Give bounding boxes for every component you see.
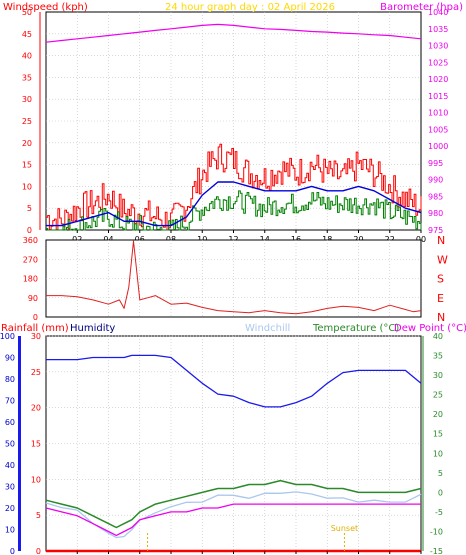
humidity-tick-label: 30: [5, 483, 15, 492]
dewpoint-axis-title: Dew Point (°C): [394, 323, 466, 334]
temperature-plot: Sunset: [45, 354, 422, 553]
rainfall-tick-label: 0: [36, 547, 41, 555]
rainfall-tick-label: 15: [31, 440, 41, 449]
compass-label: W: [437, 253, 448, 266]
humidity-line: [46, 354, 422, 408]
temperature-tick-label: 20: [433, 410, 443, 419]
humidity-tick-label: 40: [5, 461, 15, 470]
barometer-tick-label: 1010: [428, 109, 448, 118]
direction-tick-label: 90: [28, 294, 38, 303]
wind-plot: [45, 23, 422, 231]
humidity-tick-label: 70: [5, 397, 15, 406]
temperature-tick-label: 0: [438, 488, 443, 497]
barometer-tick-label: 995: [428, 159, 443, 168]
direction-plot: [46, 240, 422, 315]
barometer-tick-label: 975: [428, 226, 443, 235]
humidity-axis-bar: [18, 336, 21, 551]
temperature-tick-labels: 0102030405060708090100051015202530-15-10…: [0, 332, 443, 555]
chart-title: 24 hour graph day : 02 April 2026: [165, 2, 335, 13]
wind-direction-line: [46, 240, 422, 315]
barometer-tick-label: 1035: [428, 25, 448, 34]
barometer-tick-label: 1000: [428, 142, 448, 151]
compass-label: N: [437, 234, 445, 247]
wind-average-line: [46, 181, 422, 227]
windspeed-tick-label: 40: [22, 52, 32, 61]
humidity-axis-title: Humidity: [70, 323, 115, 334]
rainfall-tick-label: 30: [31, 332, 41, 341]
humidity-tick-label: 50: [5, 440, 15, 449]
windspeed-tick-label: 0: [27, 226, 32, 235]
windspeed-axis-title: Windspeed (kph): [3, 2, 88, 13]
windchill-legend: Windchill: [245, 323, 290, 334]
humidity-tick-label: 60: [5, 418, 15, 427]
temperature-gridlines: [46, 335, 421, 551]
rainfall-tick-label: 25: [31, 368, 41, 377]
wind-gust-line: [46, 143, 422, 231]
barometer-tick-label: 990: [428, 176, 443, 185]
temperature-tick-label: 10: [433, 449, 443, 458]
temperature-tick-label: -15: [430, 547, 443, 555]
barometer-tick-label: 980: [428, 209, 443, 218]
temperature-tick-label: 35: [433, 352, 443, 361]
windspeed-tick-label: 35: [22, 73, 32, 82]
humidity-tick-label: 10: [5, 526, 15, 535]
barometer-tick-label: 985: [428, 192, 443, 201]
windspeed-tick-label: 45: [22, 30, 32, 39]
compass-label: E: [437, 292, 444, 305]
barometer-tick-label: 1015: [428, 92, 448, 101]
temperature-tick-label: 30: [433, 371, 443, 380]
temperature-tick-label: 40: [433, 332, 443, 341]
barometer-tick-label: 1005: [428, 125, 448, 134]
barometer-tick-label: 1040: [428, 8, 448, 17]
compass-label: N: [437, 311, 445, 324]
windspeed-tick-label: 10: [22, 182, 32, 191]
dewpoint-line: [45, 503, 421, 537]
barometer-line: [45, 23, 422, 43]
temperature-tick-label: 25: [433, 391, 443, 400]
humidity-tick-label: 100: [0, 332, 15, 341]
compass-label: S: [437, 273, 444, 286]
windchill-line: [45, 491, 422, 539]
rainfall-tick-label: 10: [31, 475, 41, 484]
temperature-line: [45, 479, 422, 529]
humidity-tick-label: 80: [5, 375, 15, 384]
humidity-tick-label: 90: [5, 354, 15, 363]
barometer-tick-label: 1020: [428, 75, 448, 84]
windspeed-tick-label: 5: [27, 204, 32, 213]
temperature-tick-label: -10: [430, 527, 443, 536]
barometer-axis-title: Barometer (hpa): [380, 2, 463, 13]
temperature-axis-title: Temperature (°C): [312, 323, 399, 334]
windspeed-tick-label: 25: [22, 117, 32, 126]
rainfall-tick-label: 5: [36, 511, 41, 520]
humidity-tick-label: 20: [5, 504, 15, 513]
humidity-tick-label: 0: [10, 547, 15, 555]
windspeed-tick-label: 50: [22, 8, 32, 17]
windspeed-tick-label: 30: [22, 95, 32, 104]
windspeed-tick-label: 15: [22, 161, 32, 170]
temperature-tick-label: 15: [433, 430, 443, 439]
direction-gridlines: [46, 240, 421, 317]
sunset-label: Sunset: [331, 524, 358, 533]
barometer-tick-label: 1030: [428, 42, 448, 51]
temperature-tick-label: 5: [438, 469, 443, 478]
barometer-tick-label: 1025: [428, 58, 448, 67]
wind-speed-line: [46, 190, 422, 231]
direction-tick-label: 0: [33, 313, 38, 322]
rainfall-axis-title: Rainfall (mm): [1, 323, 69, 334]
windspeed-tick-label: 20: [22, 139, 32, 148]
direction-tick-label: 270: [23, 255, 38, 264]
rainfall-tick-label: 20: [31, 404, 41, 413]
direction-tick-label: 180: [23, 275, 38, 284]
temperature-tick-label: -5: [435, 508, 443, 517]
direction-tick-label: 360: [23, 236, 38, 245]
